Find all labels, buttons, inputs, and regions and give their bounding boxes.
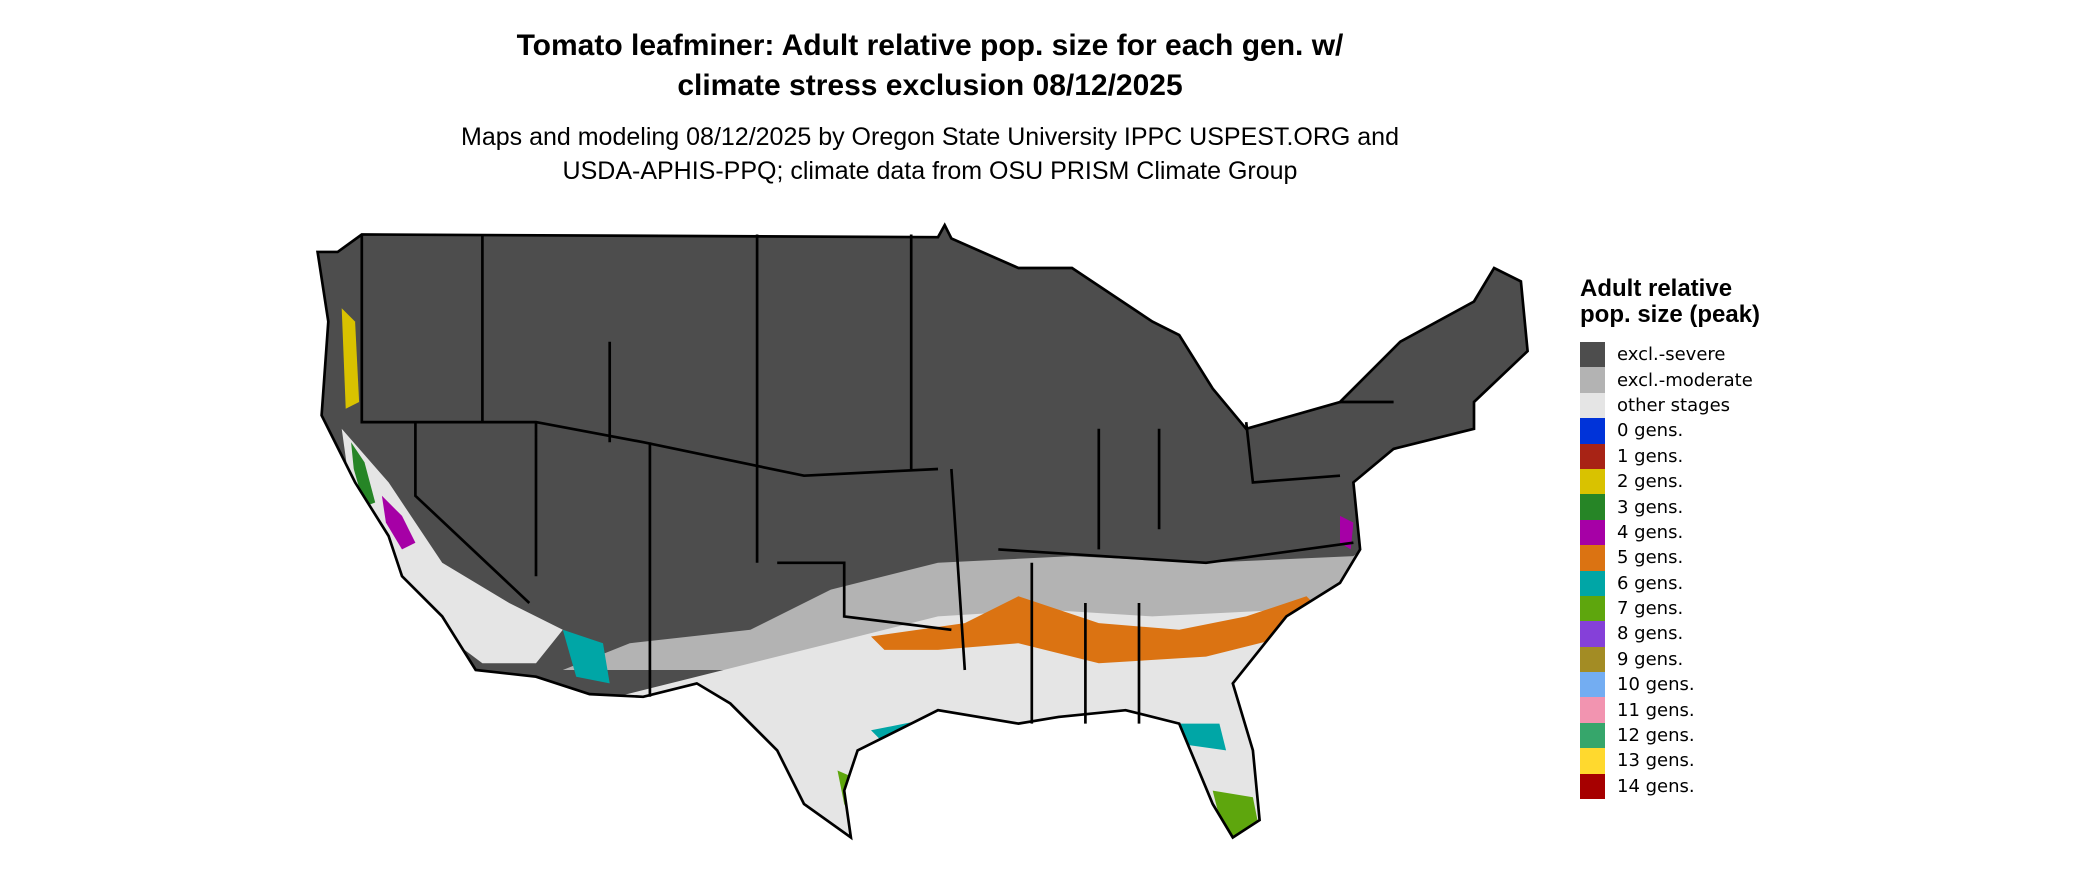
- legend-swatch: [1580, 443, 1605, 469]
- legend-label: 14 gens.: [1617, 775, 1695, 797]
- legend-swatch: [1580, 519, 1605, 546]
- legend-label: 8 gens.: [1617, 623, 1684, 645]
- legend-label: 1 gens.: [1617, 445, 1684, 467]
- legend-swatch: [1580, 722, 1605, 749]
- legend-item: 10 gens.: [1580, 672, 1780, 698]
- legend-swatch: [1580, 392, 1605, 419]
- legend-item: 3 gens.: [1580, 494, 1780, 520]
- legend-swatch: [1580, 595, 1605, 622]
- legend-label: 12 gens.: [1617, 725, 1695, 747]
- legend-swatch: [1580, 748, 1605, 774]
- legend-list: excl.-severe excl.-moderate other stages 0 …: [1580, 342, 1780, 800]
- legend-item: 12 gens.: [1580, 722, 1780, 749]
- legend-item: 1 gens.: [1580, 443, 1780, 469]
- gen3-california: [351, 442, 376, 507]
- gen6-arizona: [562, 629, 610, 684]
- legend-item: 0 gens.: [1580, 418, 1780, 444]
- legend-label: excl.-severe: [1617, 344, 1726, 366]
- title-line-1: Tomato leafminer: Adult relative pop. si…: [516, 29, 1344, 62]
- legend-item: other stages: [1580, 392, 1780, 419]
- legend-item: 2 gens.: [1580, 468, 1780, 495]
- legend-swatch: [1580, 773, 1605, 800]
- legend-swatch: [1580, 621, 1605, 647]
- excl-moderate-region: [562, 536, 1381, 670]
- legend-label: 6 gens.: [1617, 572, 1684, 594]
- legend-label: other stages: [1617, 394, 1731, 416]
- legend-label: 3 gens.: [1617, 496, 1684, 518]
- map-subtitle: Maps and modeling 08/12/2025 by Oregon S…: [0, 120, 1860, 188]
- map-legend: Adult relative pop. size (peak) excl.-se…: [1580, 275, 1780, 800]
- legend-item: 6 gens.: [1580, 570, 1780, 596]
- legend-label: 2 gens.: [1617, 471, 1684, 493]
- gen4-california: [381, 495, 416, 550]
- subtitle-line-1: Maps and modeling 08/12/2025 by Oregon S…: [461, 123, 1399, 151]
- legend-item: 9 gens.: [1580, 646, 1780, 673]
- legend-swatch: [1580, 672, 1605, 698]
- subtitle-line-2: USDA-APHIS-PPQ; climate data from OSU PR…: [562, 157, 1298, 185]
- legend-label: 0 gens.: [1617, 420, 1684, 442]
- legend-label: 5 gens.: [1617, 547, 1684, 569]
- west-other-stages: [341, 428, 563, 664]
- legend-item: 14 gens.: [1580, 773, 1780, 800]
- legend-label: 7 gens.: [1617, 598, 1684, 620]
- gen4-delaware: [1340, 515, 1354, 550]
- title-line-2: climate stress exclusion 08/12/2025: [677, 69, 1183, 102]
- legend-label: 4 gens.: [1617, 521, 1684, 543]
- legend-title: Adult relative pop. size (peak): [1580, 275, 1761, 328]
- legend-item: 4 gens.: [1580, 519, 1780, 546]
- gen2-pacific: [341, 308, 360, 409]
- legend-label: 13 gens.: [1617, 750, 1695, 772]
- legend-item: 8 gens.: [1580, 621, 1780, 647]
- legend-item: excl.-severe: [1580, 342, 1780, 368]
- state-borders: [316, 223, 1529, 839]
- legend-swatch: [1580, 697, 1605, 723]
- legend-swatch: [1580, 570, 1605, 596]
- legend-item: excl.-moderate: [1580, 367, 1780, 393]
- legend-swatch: [1580, 367, 1605, 393]
- legend-item: 5 gens.: [1580, 545, 1780, 571]
- gen5-band: [871, 596, 1327, 664]
- legend-swatch: [1580, 494, 1605, 520]
- legend-item: 13 gens.: [1580, 748, 1780, 774]
- legend-label: 10 gens.: [1617, 674, 1695, 696]
- legend-swatch: [1580, 545, 1605, 571]
- legend-swatch: [1580, 468, 1605, 495]
- legend-item: 11 gens.: [1580, 697, 1780, 723]
- legend-label: 11 gens.: [1617, 699, 1695, 721]
- gen7-florida: [1212, 790, 1260, 838]
- legend-label: 9 gens.: [1617, 648, 1684, 670]
- legend-swatch: [1580, 646, 1605, 673]
- map-title: Tomato leafminer: Adult relative pop. si…: [0, 26, 1860, 106]
- legend-label: excl.-moderate: [1617, 369, 1753, 391]
- legend-swatch: [1580, 342, 1605, 368]
- legend-swatch: [1580, 418, 1605, 444]
- legend-item: 7 gens.: [1580, 595, 1780, 622]
